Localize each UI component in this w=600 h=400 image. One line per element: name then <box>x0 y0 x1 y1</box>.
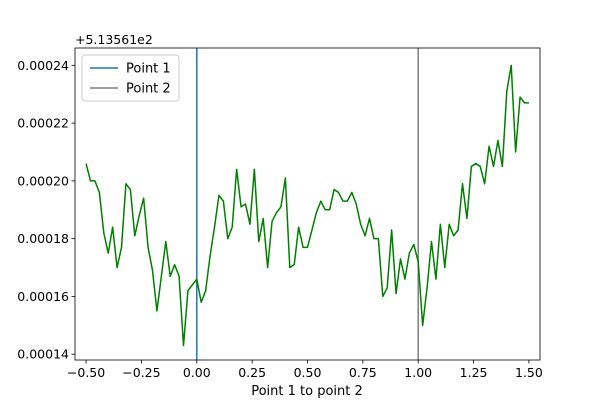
x-axis-label: Point 1 to point 2 <box>251 384 363 399</box>
y-tick-label: 0.00014 <box>17 347 69 362</box>
x-tick-label: 0.50 <box>294 365 322 380</box>
y-tick-label: 0.00024 <box>17 58 69 73</box>
y-tick-label: 0.00016 <box>17 289 69 304</box>
y-offset-label: +5.13561e2 <box>75 32 153 47</box>
x-tick-label: 1.50 <box>515 365 543 380</box>
plot-area: −0.50 −0.25 0.00 0.25 0.50 0.75 1.00 1.25 1.50 0.… <box>17 47 543 380</box>
x-tick-label: −0.50 <box>67 365 105 380</box>
series-line <box>85 64 529 347</box>
y-tick-label: 0.00018 <box>17 231 69 246</box>
x-tick-label: 0.75 <box>349 365 377 380</box>
y-tick-label: 0.00022 <box>17 116 69 131</box>
legend-label-point-1: Point 1 <box>126 62 171 77</box>
legend-box <box>81 54 180 102</box>
y-tick-label: 0.00020 <box>17 173 69 188</box>
x-tick-label: 0.25 <box>238 365 266 380</box>
x-tick-label: −0.25 <box>122 365 160 380</box>
x-tick-label: 1.00 <box>404 365 432 380</box>
x-tick-label: 0.00 <box>183 365 211 380</box>
legend-label-point-2: Point 2 <box>126 82 171 97</box>
x-tick-label: 1.25 <box>460 365 488 380</box>
